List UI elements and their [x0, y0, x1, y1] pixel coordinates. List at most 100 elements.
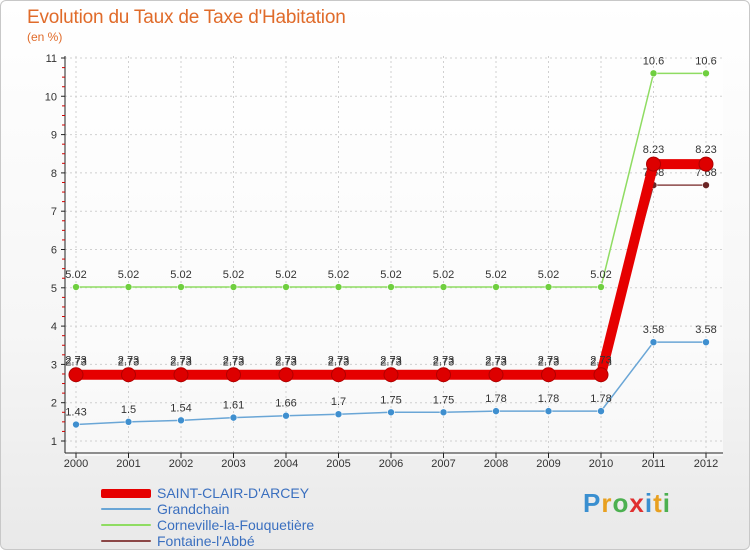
data-label-grandchain: 1.43 — [65, 407, 86, 419]
data-point-saint-clair-d-arcey — [383, 367, 399, 383]
data-label-corneville-la-fouqueti-re: 10.6 — [643, 55, 664, 67]
data-point-saint-clair-d-arcey — [488, 367, 504, 383]
y-tick-label: 6 — [51, 245, 57, 257]
x-tick-label: 2000 — [64, 458, 88, 470]
data-label-saint-clair-d-arcey: 2.73 — [485, 355, 506, 367]
logo-letter: t — [653, 488, 663, 518]
y-tick-label: 11 — [46, 53, 57, 65]
data-point-corneville-la-fouqueti-re — [702, 69, 710, 78]
data-label-grandchain: 3.58 — [643, 324, 664, 336]
x-tick-label: 2010 — [589, 458, 613, 470]
data-label-fontaine-l-abb: 2.73 — [328, 357, 349, 369]
data-label-fontaine-l-abb: 2.73 — [170, 357, 191, 369]
data-label-grandchain: 1.78 — [485, 393, 506, 405]
data-label-grandchain: 1.5 — [121, 404, 136, 416]
y-tick-label: 1 — [51, 436, 57, 448]
data-label-grandchain: 1.75 — [380, 394, 401, 406]
x-tick-label: 2005 — [326, 458, 350, 470]
data-label-corneville-la-fouqueti-re: 5.02 — [118, 269, 139, 281]
data-label-corneville-la-fouqueti-re: 5.02 — [328, 269, 349, 281]
data-point-saint-clair-d-arcey — [278, 367, 294, 383]
y-tick-label: 5 — [51, 283, 57, 295]
data-point-saint-clair-d-arcey — [436, 367, 451, 383]
data-label-saint-clair-d-arcey: 2.73 — [170, 355, 191, 367]
data-label-saint-clair-d-arcey: 2.73 — [433, 355, 454, 367]
data-label-fontaine-l-abb: 2.73 — [65, 357, 86, 369]
data-label-corneville-la-fouqueti-re: 5.02 — [380, 269, 401, 281]
data-point-corneville-la-fouqueti-re — [597, 283, 605, 291]
data-label-grandchain: 1.78 — [538, 393, 559, 405]
data-point-corneville-la-fouqueti-re — [492, 283, 500, 291]
data-label-corneville-la-fouqueti-re: 5.02 — [590, 269, 611, 281]
logo-letter: i — [644, 488, 654, 518]
chart-subtitle: (en %) — [27, 30, 63, 44]
y-tick-label: 7 — [51, 206, 57, 218]
x-tick-label: 2009 — [536, 458, 560, 470]
x-tick-label: 2007 — [431, 458, 455, 470]
y-tick-label: 4 — [51, 321, 57, 333]
data-label-grandchain: 1.75 — [433, 394, 454, 406]
legend-swatch — [101, 508, 151, 510]
legend-label: Corneville-la-Fouquetière — [157, 517, 315, 533]
data-point-corneville-la-fouqueti-re — [649, 69, 658, 78]
legend-label: Grandchain — [157, 501, 230, 517]
data-point-corneville-la-fouqueti-re — [282, 283, 290, 291]
legend-swatch — [101, 488, 151, 498]
data-label-corneville-la-fouqueti-re: 10.6 — [695, 55, 716, 67]
logo-letter: P — [583, 488, 602, 518]
data-point-saint-clair-d-arcey — [121, 367, 136, 383]
logo-letter: o — [612, 488, 630, 518]
data-label-corneville-la-fouqueti-re: 5.02 — [223, 269, 244, 281]
data-point-saint-clair-d-arcey — [226, 367, 241, 383]
logo-letter: i — [662, 488, 671, 518]
data-label-fontaine-l-abb: 2.73 — [380, 357, 401, 369]
y-tick-label: 9 — [51, 130, 57, 142]
data-label-saint-clair-d-arcey: 2.73 — [275, 355, 296, 367]
data-label-saint-clair-d-arcey: 8.23 — [643, 144, 664, 156]
data-label-corneville-la-fouqueti-re: 5.02 — [433, 269, 454, 281]
data-point-grandchain — [282, 411, 290, 420]
data-point-corneville-la-fouqueti-re — [72, 283, 80, 291]
y-tick-label: 10 — [45, 91, 57, 103]
data-point-grandchain — [492, 407, 500, 415]
data-point-corneville-la-fouqueti-re — [334, 283, 343, 291]
data-label-corneville-la-fouqueti-re: 5.02 — [485, 269, 506, 281]
data-label-saint-clair-d-arcey: 2.73 — [118, 355, 139, 367]
data-label-corneville-la-fouqueti-re: 5.02 — [538, 269, 559, 281]
data-point-grandchain — [702, 338, 710, 346]
data-label-fontaine-l-abb: 2.73 — [223, 357, 244, 369]
data-label-saint-clair-d-arcey: 2.73 — [538, 355, 559, 367]
data-label-corneville-la-fouqueti-re: 5.02 — [275, 269, 296, 281]
chart-legend: SAINT-CLAIR-D'ARCEY Grandchain Corneville-… — [101, 485, 314, 549]
data-point-corneville-la-fouqueti-re — [439, 283, 448, 291]
data-point-corneville-la-fouqueti-re — [544, 283, 553, 291]
legend-label: SAINT-CLAIR-D'ARCEY — [157, 485, 310, 501]
x-tick-label: 2002 — [169, 458, 193, 470]
data-label-saint-clair-d-arcey: 8.23 — [695, 144, 716, 156]
proxiti-logo: Proxiti — [583, 488, 671, 519]
x-tick-label: 2011 — [642, 458, 666, 470]
x-tick-label: 2006 — [379, 458, 403, 470]
y-tick-label: 3 — [51, 359, 57, 371]
logo-letter: r — [601, 488, 613, 518]
data-point-saint-clair-d-arcey — [698, 156, 714, 172]
chart-title: Evolution du Taux de Taxe d'Habitation — [27, 7, 346, 28]
logo-letter: x — [629, 488, 645, 518]
legend-item: Corneville-la-Fouquetière — [101, 517, 314, 533]
data-point-grandchain — [387, 408, 395, 417]
legend-item: Fontaine-l'Abbé — [101, 533, 314, 549]
y-tick-label: 2 — [51, 398, 57, 410]
data-label-saint-clair-d-arcey: 2.73 — [590, 355, 611, 367]
data-label-corneville-la-fouqueti-re: 5.02 — [65, 269, 86, 281]
data-label-grandchain: 1.78 — [590, 393, 611, 405]
data-point-grandchain — [597, 407, 605, 415]
data-label-saint-clair-d-arcey: 2.73 — [223, 355, 244, 367]
data-point-saint-clair-d-arcey — [68, 367, 84, 383]
x-tick-label: 2001 — [116, 458, 140, 470]
data-point-corneville-la-fouqueti-re — [124, 283, 133, 291]
legend-item: Grandchain — [101, 501, 314, 517]
data-label-grandchain: 3.58 — [695, 324, 716, 336]
data-point-corneville-la-fouqueti-re — [387, 283, 395, 291]
data-point-fontaine-l-abb — [702, 181, 710, 189]
data-point-corneville-la-fouqueti-re — [177, 283, 185, 291]
